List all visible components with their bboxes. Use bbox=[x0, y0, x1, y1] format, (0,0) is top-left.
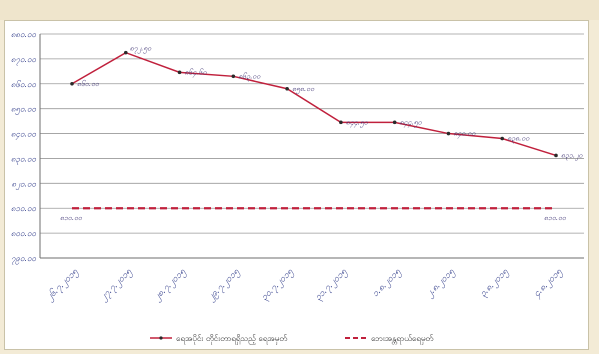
data-label: ၈၄၄.၅၀ bbox=[400, 118, 423, 128]
y-tick-label: ၈၆၀.၀၀ bbox=[11, 80, 37, 89]
x-tick-label: ၂၆.၇.၂၀၁၅ bbox=[43, 266, 81, 304]
data-label: ၈၄၄.၅၀ bbox=[346, 118, 369, 128]
x-tick-label: ၂၉.၇.၂၀၁၅ bbox=[205, 266, 242, 303]
y-tick-label: ၈၄၀.၀၀ bbox=[11, 130, 37, 141]
y-tick-label: ၈၂၀.၀၀ bbox=[11, 179, 36, 190]
y-tick-label: ၇၉၀.၀၀ bbox=[11, 254, 37, 265]
chart-panel bbox=[4, 20, 589, 350]
data-point bbox=[231, 74, 236, 79]
x-tick-label: ၃၀.၇.၂၀၁၅ bbox=[260, 266, 297, 303]
data-point bbox=[285, 86, 289, 91]
data-label: ၈၇၂.၅၀ bbox=[130, 45, 153, 55]
data-label: ၈၃၁.၂၀ bbox=[561, 151, 584, 161]
water-level-line bbox=[71, 51, 557, 157]
data-label: ၈၆၀.၀၀ bbox=[77, 79, 100, 88]
data-label: ၈၄၀.၀၀ bbox=[453, 130, 476, 140]
y-axis: ၇၉၀.၀၀ ၈၀၀.၀၀ ၈၁၀.၀၀ ၈၂၀.၀၀ ၈၃၀.၀၀ ၈၄၀.၀၀ ၈၅၀.… bbox=[11, 30, 41, 265]
data-point bbox=[392, 120, 397, 125]
y-tick-label: ၈၈၀.၀၀ bbox=[11, 30, 37, 39]
x-tick-label: ၁.၈.၂၀၁၅ bbox=[371, 266, 405, 300]
top-strip bbox=[0, 0, 599, 20]
x-tick-label: ၄.၈.၂၀၁၅ bbox=[532, 266, 566, 300]
data-point bbox=[339, 120, 343, 125]
legend-label: ရေအပိုင်း တိုင်းတာရရှိသည့် ရေအမှတ် bbox=[176, 333, 287, 345]
data-label: ၈၆၄.၆၀ bbox=[185, 67, 208, 78]
data-label: ၈၅၈.၀၀ bbox=[292, 85, 315, 95]
y-tick-label: ၈၇၀.၀၀ bbox=[11, 55, 37, 66]
y-tick-label: ၈၀၀.၀၀ bbox=[11, 229, 37, 238]
x-axis: ၂၆.၇.၂၀၁၅ ၂၇.၇.၂၀၁၅ ၂၈.၇.၂၀၁၅ ၂၉.၇.၂၀၁၅ ၃၀.၇… bbox=[40, 257, 584, 304]
data-point bbox=[177, 70, 182, 75]
data-label: ၈၆၃.၀၀ bbox=[238, 71, 261, 82]
grid-lines bbox=[40, 33, 584, 259]
x-tick-label: ၂၇.၇.၂၀၁၅ bbox=[98, 266, 135, 303]
legend-label: ဘေးအန္တရာယ်ရေမှတ် bbox=[371, 333, 433, 345]
data-point bbox=[70, 81, 74, 86]
y-tick-label: ၈၃၀.၀၀ bbox=[11, 154, 37, 165]
y-tick-label: ၈၅၀.၀၀ bbox=[11, 105, 37, 116]
legend: ရေအပိုင်း တိုင်းတာရရှိသည့် ရေအမှတ် ဘေးအန္… bbox=[150, 333, 433, 345]
data-label: ၈၁၀.၀၀ bbox=[60, 214, 83, 222]
data-label: ၈၁၀.၀၀ bbox=[544, 214, 567, 222]
data-point bbox=[446, 131, 451, 136]
legend-marker bbox=[159, 336, 163, 340]
y-tick-label: ၈၁၀.၀၀ bbox=[11, 204, 37, 213]
x-tick-label: ၃၁.၇.၂၀၁၅ bbox=[313, 266, 350, 303]
data-point bbox=[123, 50, 128, 55]
data-label: ၈၃၈.၀၀ bbox=[507, 135, 530, 145]
x-tick-label: ၂.၈.၂၀၁၅ bbox=[424, 266, 458, 300]
x-tick-label: ၃.၈.၂၀၁၅ bbox=[478, 266, 512, 300]
data-point bbox=[554, 153, 558, 158]
x-tick-label: ၂၈.၇.၂၀၁၅ bbox=[152, 266, 189, 303]
data-point bbox=[500, 136, 505, 141]
